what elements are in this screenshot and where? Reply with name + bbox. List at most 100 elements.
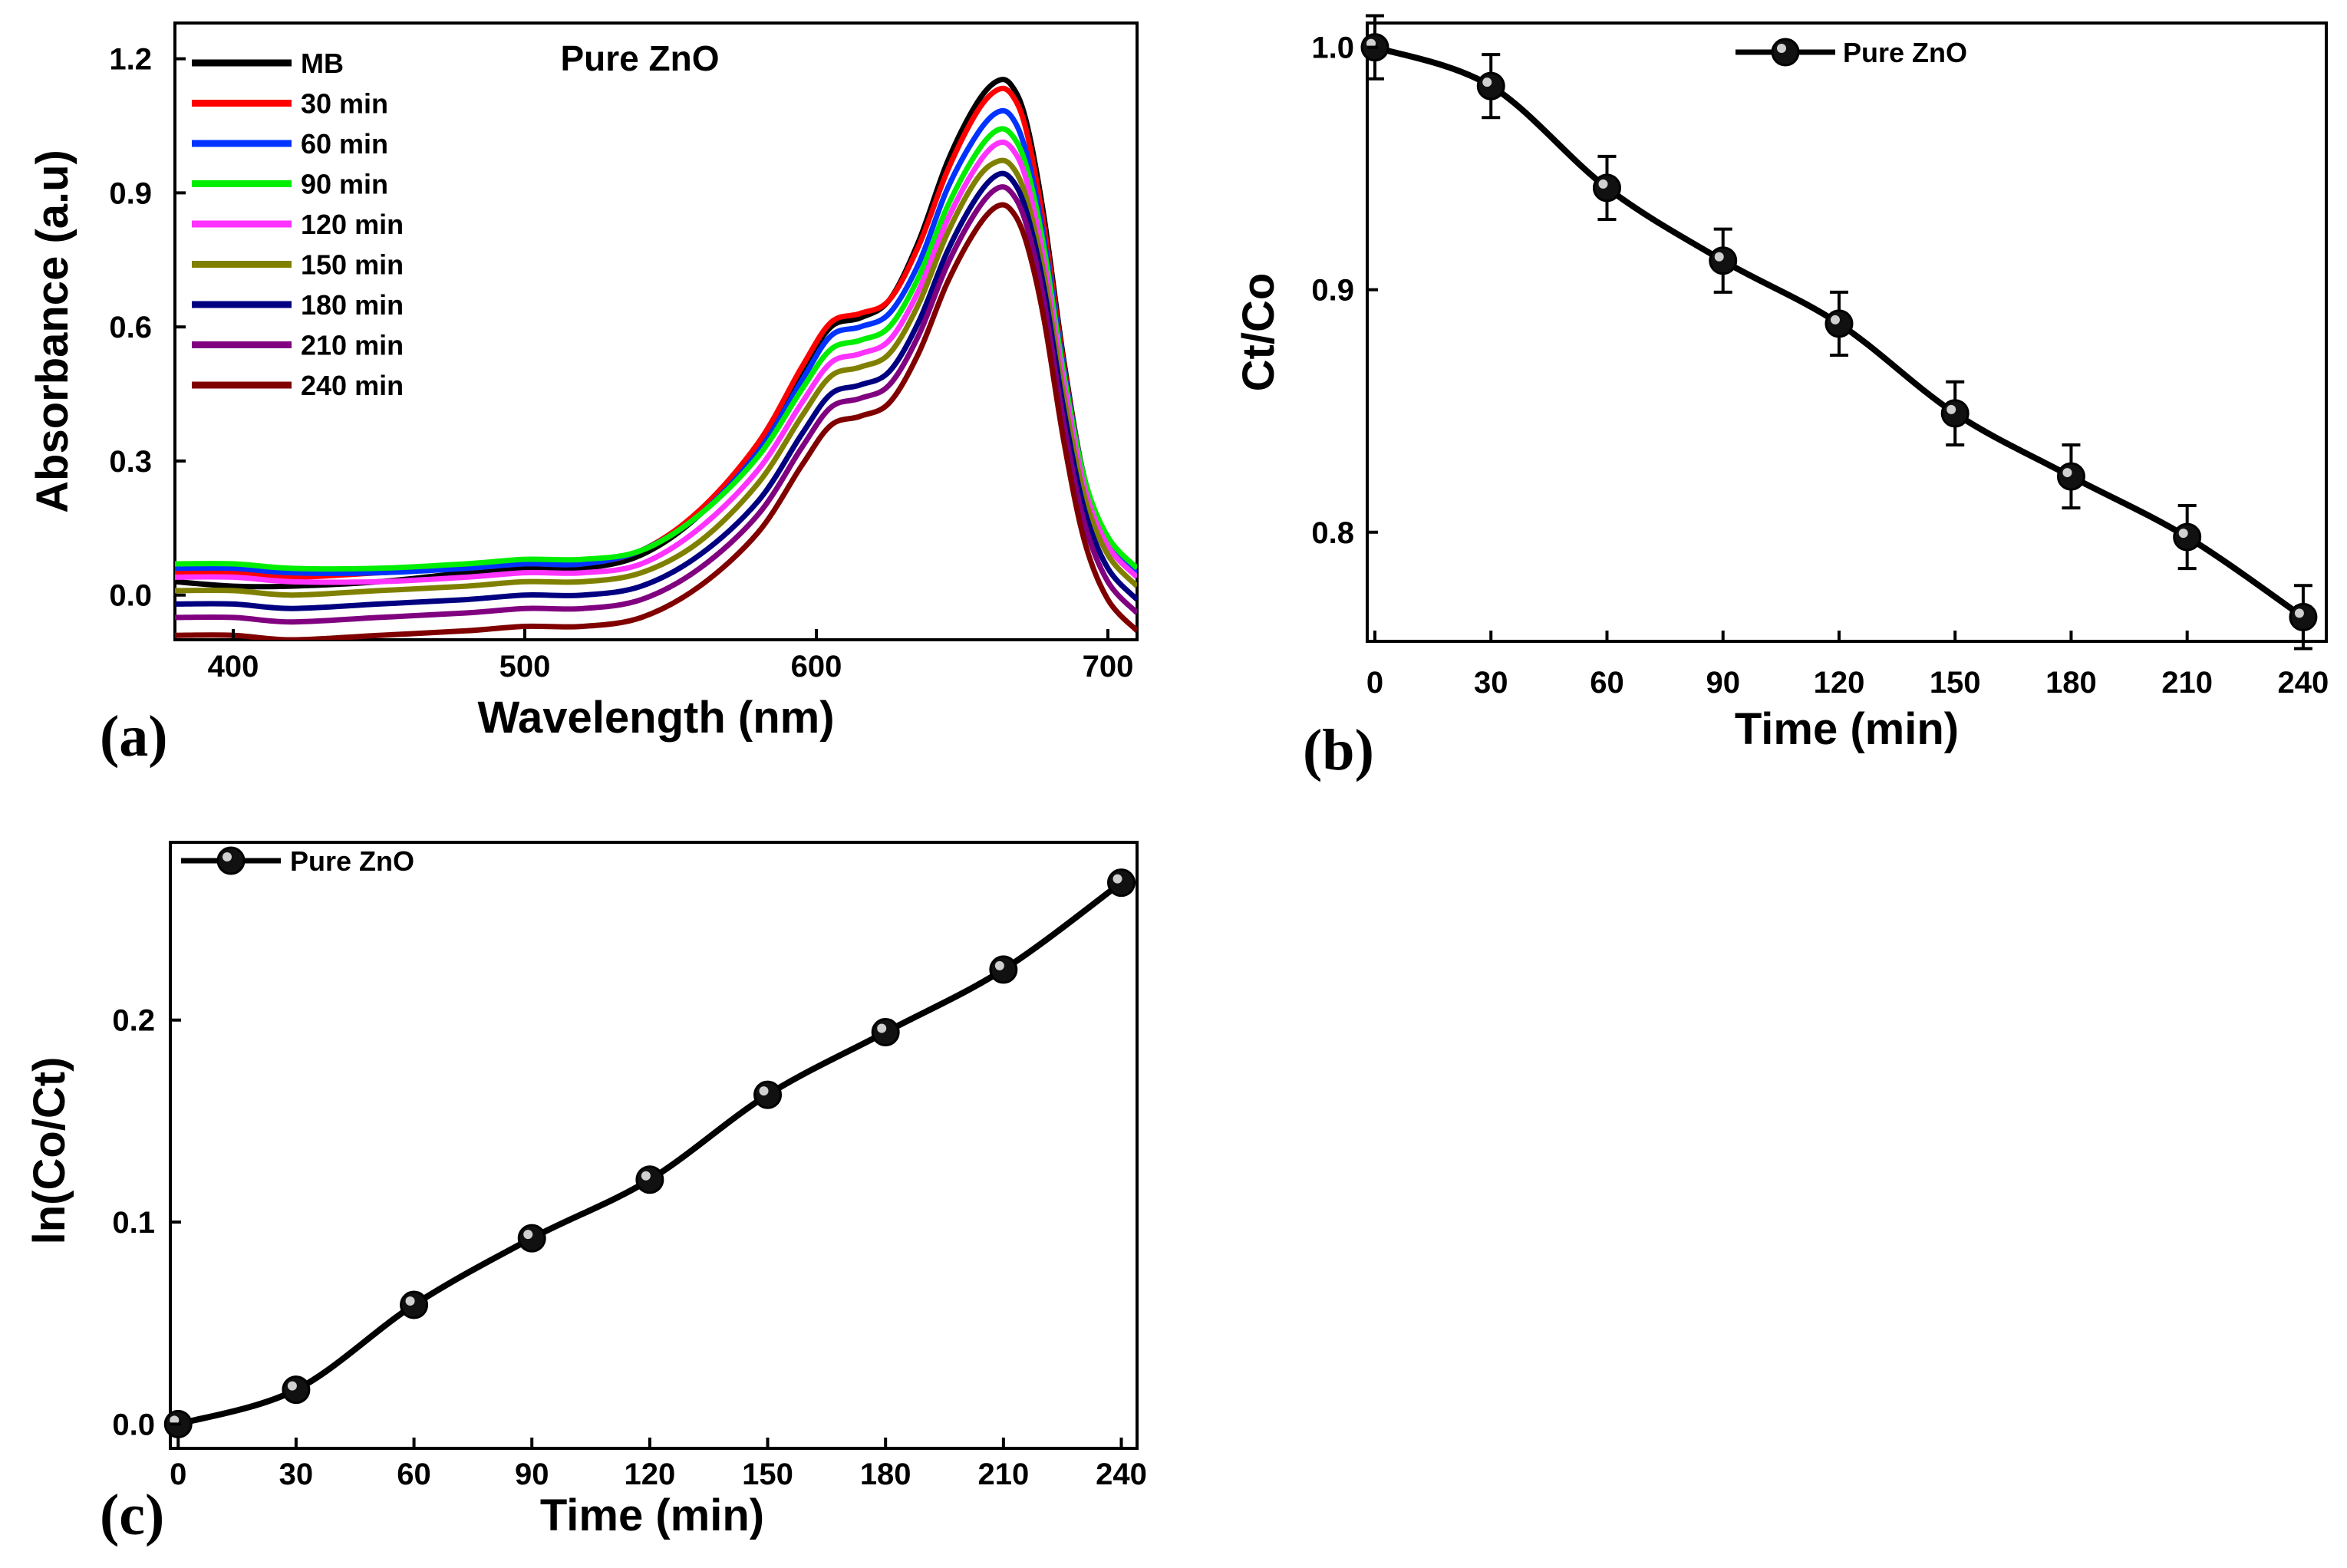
panel-c-xtick-label: 90 (515, 1458, 549, 1491)
panel-c-frame (169, 841, 1139, 1450)
panel-c-xtick-label: 0 (170, 1458, 186, 1491)
panel-c-xlabel: Time (min) (540, 1491, 764, 1540)
panel-b-ytick-label: 0.9 (1311, 274, 1354, 308)
panel-a-xtick-label: 400 (208, 650, 259, 684)
panel-a-xlabel: Wavelength (nm) (477, 693, 834, 743)
panel-b-data-point-highlight (1482, 77, 1492, 87)
panel-b-xtick-label: 0 (1366, 666, 1383, 700)
panel-c-legend-data-point (216, 846, 246, 875)
panel-c-data-point (400, 1290, 429, 1319)
panel-b-ticks: 0 30 60 90 120 150 180 210 240 0.8 0.9 1.0 (1311, 31, 2329, 700)
panel-b-data-point (2289, 602, 2318, 631)
panel-c-data-point-highlight (405, 1296, 415, 1306)
panel-a-ytick-label: 0.0 (109, 579, 152, 613)
panel-b-xtick-label: 60 (1590, 666, 1624, 700)
panel-c-ytick-label: 0.2 (112, 1004, 155, 1038)
legend-label: MB (301, 48, 344, 79)
legend-label: 90 min (301, 169, 388, 200)
legend-label: 180 min (301, 289, 404, 321)
panel-a-ytick-label: 0.6 (109, 311, 152, 344)
panel-c-data-point (1107, 868, 1136, 898)
panel-a-xtick-label: 700 (1083, 650, 1134, 684)
panel-c-xtick-label: 120 (625, 1458, 676, 1491)
panel-a-xtick-label: 600 (791, 650, 842, 684)
panel-a-frame (173, 21, 1139, 641)
panel-c-data-point (871, 1018, 900, 1047)
panel-a-legend: MB 30 min 60 min 90 min 120 min 150 min 180 mi… (192, 48, 404, 401)
panel-c-xtick-label: 60 (397, 1458, 431, 1491)
panel-b-ytick-label: 1.0 (1311, 31, 1354, 65)
panel-b-data-point (2056, 462, 2085, 491)
panel-c-data-point (635, 1165, 664, 1194)
panel-a-ytick-label: 1.2 (109, 43, 152, 77)
panel-c-ylabel: ln(Co/Ct) (25, 1057, 74, 1245)
panel-c-data-point (517, 1224, 546, 1253)
panel-b-legend: Pure ZnO (1736, 37, 1967, 68)
panel-b-plot (1360, 14, 2318, 651)
panel-c-data-point-highlight (759, 1086, 769, 1096)
legend-label: 210 min (301, 330, 404, 361)
panel-c-data-point (282, 1375, 311, 1405)
panel-a-chart: 400 500 600 700 0.0 0.3 0.6 0.9 1.2 MB 30 min 60 m… (28, 21, 1139, 769)
legend-label: Pure ZnO (1843, 37, 1967, 68)
legend-label: 240 min (301, 370, 404, 401)
panel-b-chart: 0 30 60 90 120 150 180 210 240 0.8 0.9 1.0 Pure ZnO… (1234, 14, 2329, 782)
panel-c-xtick-label: 180 (860, 1458, 911, 1491)
panel-b-label: (b) (1303, 718, 1374, 782)
panel-c-xtick-label: 240 (1096, 1458, 1147, 1491)
panel-b-xtick-label: 120 (1814, 666, 1865, 700)
panel-c-ticks: 0 30 60 90 120 150 180 210 240 0.0 0.1 0.2 (112, 1004, 1146, 1491)
panel-a-curves (175, 77, 1137, 640)
spectrum-line (175, 184, 1137, 625)
panel-b-data-point (1940, 399, 1970, 428)
panel-c-ytick-label: 0.1 (112, 1206, 155, 1240)
panel-c-data-point-highlight (287, 1381, 297, 1391)
panel-a-ylabel: Absorbance (a.u) (28, 150, 77, 513)
spectrum-line (175, 202, 1137, 640)
panel-b-xtick-label: 240 (2278, 666, 2329, 700)
legend-label: 120 min (301, 209, 404, 240)
panel-b-xtick-label: 180 (2045, 666, 2097, 700)
panel-c-data-point-highlight (641, 1171, 651, 1181)
panel-b-data-point-highlight (1946, 404, 1956, 414)
panel-b-xlabel: Time (min) (1735, 704, 1959, 754)
panel-b-data-point (2173, 522, 2202, 552)
panel-c-data-point-highlight (523, 1230, 533, 1240)
panel-b-data-point-highlight (1598, 179, 1608, 189)
panel-b-ytick-label: 0.8 (1311, 516, 1354, 550)
panel-c-chart: 0 30 60 90 120 150 180 210 240 0.0 0.1 0.2 Pure ZnO… (25, 841, 1147, 1547)
panel-c-xtick-label: 150 (742, 1458, 793, 1491)
panel-b-data-point (1709, 246, 1738, 275)
panel-a-ytick-label: 0.9 (109, 176, 152, 210)
panel-b-legend-data-point-highlight (1777, 44, 1786, 53)
panel-c-data-point-highlight (1113, 874, 1122, 884)
panel-a-ytick-label: 0.3 (109, 445, 152, 479)
panel-b-data-point-highlight (2294, 608, 2304, 618)
panel-c-label: (c) (100, 1483, 164, 1547)
panel-a-xtick-label: 500 (499, 650, 551, 684)
panel-a-label: (a) (100, 704, 168, 769)
panel-b-data-point-highlight (2062, 468, 2072, 478)
panel-b-data-point (1476, 71, 1505, 100)
panel-c-data-point-highlight (877, 1023, 887, 1033)
legend-label: 30 min (301, 88, 388, 120)
panel-b-data-point-highlight (1830, 315, 1840, 324)
panel-c-data-point (989, 955, 1018, 984)
panel-c-data-point-highlight (994, 960, 1004, 970)
panel-a-title: Pure ZnO (560, 38, 719, 78)
panel-c-data-point (753, 1080, 783, 1109)
legend-label: 60 min (301, 128, 388, 160)
panel-c-xtick-label: 210 (977, 1458, 1029, 1491)
panel-c-ytick-label: 0.0 (112, 1408, 155, 1441)
panel-b-xtick-label: 30 (1474, 666, 1508, 700)
panel-b-data-point (1592, 173, 1621, 203)
panel-c-legend-data-point-highlight (223, 852, 232, 861)
legend-label: Pure ZnO (290, 845, 414, 877)
panel-b-ylabel: Ct/Co (1234, 273, 1284, 392)
panel-c-xtick-label: 30 (279, 1458, 314, 1491)
panel-b-xtick-label: 210 (2161, 666, 2213, 700)
panel-b-xtick-label: 90 (1706, 666, 1740, 700)
legend-label: 150 min (301, 249, 404, 281)
panel-b-data-point (1825, 309, 1854, 338)
